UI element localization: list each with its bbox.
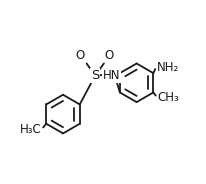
Text: O: O <box>104 49 113 62</box>
Text: H₃C: H₃C <box>20 123 41 136</box>
Text: O: O <box>75 49 84 62</box>
Text: HN: HN <box>103 69 120 82</box>
Text: NH₂: NH₂ <box>156 61 178 74</box>
Text: CH₃: CH₃ <box>156 91 178 104</box>
Text: S: S <box>91 69 99 82</box>
